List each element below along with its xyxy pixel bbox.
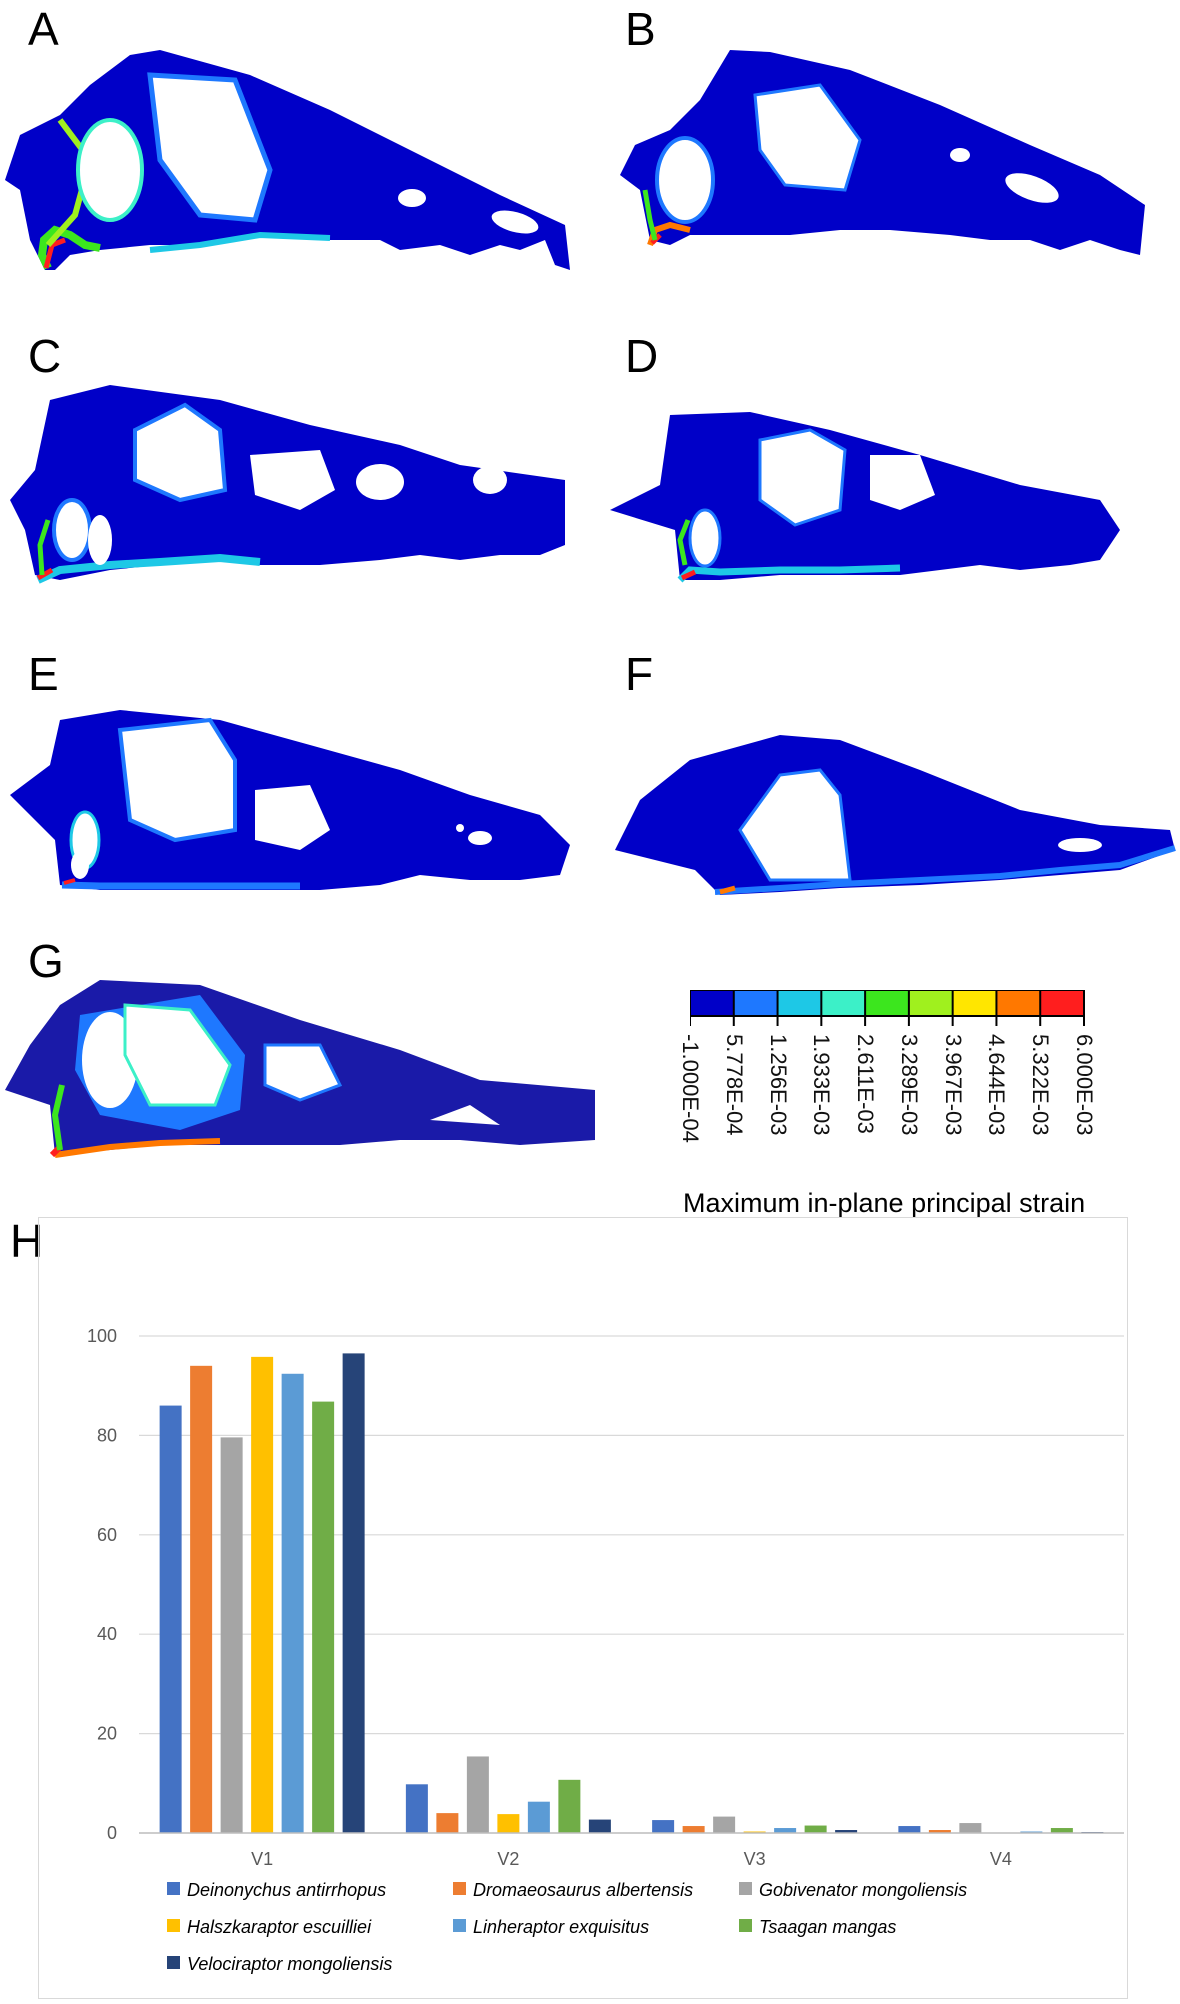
- y-axis-label: Percent Area: [39, 1514, 42, 1653]
- bar: [1050, 1828, 1073, 1833]
- bar: [774, 1828, 797, 1833]
- bar: [497, 1814, 520, 1833]
- skull-c-strain-map: [10, 385, 565, 584]
- legend-swatch: [739, 1882, 752, 1895]
- bar: [220, 1437, 243, 1833]
- bar: [835, 1830, 858, 1833]
- bar: [713, 1816, 736, 1833]
- panel-label-d: D: [625, 330, 659, 382]
- skull-e-strain-map: [10, 710, 570, 890]
- strain-scale-tick-label: 1.256E-03: [765, 1034, 791, 1136]
- strain-scale-tick-label: 5.778E-04: [721, 1034, 747, 1136]
- strain-scale-tick-label: 1.933E-03: [809, 1034, 835, 1136]
- percent-area-bar-chart: 0 20 40 60 80 100 Percent Area V1 V2 V3 V4 Deinonyc…: [39, 1326, 1124, 1974]
- panel-label-h: H: [10, 1215, 44, 1267]
- panel-label-e: E: [28, 648, 59, 700]
- y-tick-label: 60: [97, 1525, 117, 1545]
- skull-d-strain-map: [610, 412, 1120, 583]
- legend-swatch: [167, 1956, 180, 1969]
- bar: [527, 1801, 550, 1833]
- x-tick-label: V4: [990, 1849, 1012, 1869]
- strain-scale-title: Maximum in-plane principal strain: [683, 1188, 1086, 1218]
- legend-swatch: [453, 1882, 466, 1895]
- legend-label: Tsaagan mangas: [759, 1917, 896, 1937]
- bar: [928, 1830, 951, 1833]
- bar: [898, 1826, 921, 1833]
- legend-label: Gobivenator mongoliensis: [759, 1880, 967, 1900]
- strain-scale-segment: [996, 990, 1041, 1016]
- x-tick-label: V3: [744, 1849, 766, 1869]
- bar: [804, 1825, 827, 1833]
- strain-color-bar: [689, 989, 1085, 1026]
- legend-swatch: [167, 1919, 180, 1932]
- skull-a-strain-map: [5, 50, 570, 270]
- legend-swatch: [739, 1919, 752, 1932]
- strain-color-scale: -1.000E-04 5.778E-04 1.256E-03 1.933E-03 2.6…: [678, 989, 1097, 1230]
- strain-scale-segment: [952, 990, 997, 1016]
- strain-scale-tick-label: -1.000E-04: [678, 1034, 703, 1143]
- bar: [342, 1353, 365, 1833]
- skull-f-strain-map: [615, 735, 1176, 895]
- percent-area-chart: 0 20 40 60 80 100 Percent Area V1 V2 V3 V4 Deinonyc…: [38, 1217, 1128, 1999]
- legend-label: Linheraptor exquisitus: [473, 1917, 649, 1937]
- strain-scale-tick-label: 4.644E-03: [984, 1034, 1010, 1136]
- bar: [466, 1756, 489, 1833]
- bar: [652, 1820, 675, 1833]
- bar: [436, 1813, 459, 1833]
- x-tick-label: V1: [251, 1849, 273, 1869]
- legend-label: Velociraptor mongoliensis: [187, 1954, 392, 1974]
- legend-label: Deinonychus antirrhopus: [187, 1880, 386, 1900]
- skull-g-strain-map: [5, 980, 595, 1158]
- bar: [190, 1365, 213, 1833]
- bar: [959, 1823, 982, 1833]
- strain-scale-segment: [733, 990, 778, 1016]
- bar: [405, 1784, 428, 1833]
- y-tick-label: 80: [97, 1425, 117, 1445]
- strain-scale-segment: [1040, 990, 1084, 1016]
- y-tick-label: 40: [97, 1624, 117, 1644]
- skull-b-strain-map: [620, 50, 1145, 255]
- legend-swatch: [167, 1882, 180, 1895]
- y-tick-label: 20: [97, 1724, 117, 1744]
- bar: [159, 1405, 182, 1833]
- legend-label: Dromaeosaurus albertensis: [473, 1880, 693, 1900]
- bar: [558, 1779, 581, 1833]
- strain-scale-tick-label: 5.322E-03: [1028, 1034, 1054, 1136]
- strain-scale-segment: [690, 990, 734, 1016]
- strain-scale-segment: [908, 990, 953, 1016]
- strain-scale-tick-label: 6.000E-03: [1072, 1034, 1097, 1136]
- y-tick-label: 0: [107, 1823, 117, 1843]
- bar: [682, 1826, 705, 1833]
- panel-label-f: F: [625, 648, 654, 700]
- panel-label-c: C: [28, 330, 62, 382]
- panel-label-b: B: [625, 3, 656, 55]
- bar: [312, 1401, 335, 1833]
- panel-label-g: G: [28, 935, 64, 987]
- strain-scale-tick-label: 3.289E-03: [896, 1034, 922, 1136]
- strain-scale-segment: [865, 990, 909, 1016]
- strain-scale-segment: [777, 990, 822, 1016]
- strain-scale-tick-label: 2.611E-03: [853, 1034, 879, 1134]
- y-tick-label: 100: [87, 1326, 117, 1346]
- x-tick-label: V2: [497, 1849, 519, 1869]
- strain-scale-segment: [821, 990, 866, 1016]
- legend-label: Halszkaraptor escuilliei: [187, 1917, 372, 1937]
- bar: [588, 1819, 611, 1833]
- legend-swatch: [453, 1919, 466, 1932]
- strain-scale-tick-label: 3.967E-03: [940, 1034, 966, 1136]
- panel-label-a: A: [28, 3, 59, 55]
- bar: [281, 1373, 304, 1833]
- bar: [251, 1356, 274, 1833]
